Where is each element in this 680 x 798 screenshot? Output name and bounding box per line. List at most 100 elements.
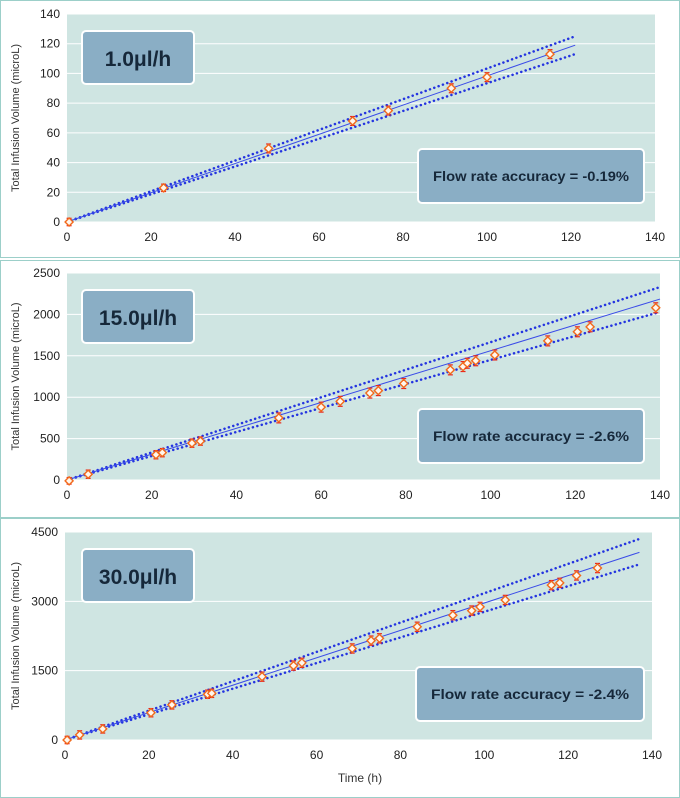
rate-label-background [81, 30, 195, 85]
data-point [145, 707, 156, 718]
y-tick-label: 1500 [33, 349, 60, 363]
x-tick-label: 20 [142, 748, 156, 762]
data-marker [489, 349, 500, 360]
lower-bound-line [65, 310, 662, 482]
data-point [650, 302, 661, 314]
data-point [446, 83, 457, 94]
data-marker [542, 335, 553, 346]
rate-label: 30.0μl/h [99, 566, 177, 589]
data-point [64, 475, 75, 486]
data-marker [64, 217, 75, 227]
data-marker [158, 182, 169, 193]
data-marker [470, 355, 481, 366]
data-point [335, 395, 346, 407]
y-axis-title: Total Infusion Volume (microL) [10, 44, 22, 192]
y-tick-label: 20 [47, 185, 61, 199]
data-point [482, 72, 492, 83]
data-point [489, 349, 500, 361]
data-point [97, 723, 108, 734]
y-axis-title: Total Infusion Volume (microL) [10, 303, 22, 451]
x-tick-label: 120 [565, 488, 585, 502]
x-tick-label: 40 [226, 748, 240, 762]
y-tick-label: 4500 [31, 525, 58, 539]
rate-label-box: 15.0μl/h [81, 289, 195, 344]
y-tick-label: 40 [47, 156, 61, 170]
y-tick-label: 140 [40, 7, 60, 21]
data-marker [545, 49, 555, 60]
data-marker [316, 402, 327, 413]
y-tick-label: 500 [40, 432, 60, 446]
accuracy-label: Flow rate accuracy = -2.4% [431, 686, 630, 702]
data-point [206, 688, 217, 699]
data-point [475, 601, 486, 613]
data-point [347, 643, 358, 654]
data-point [366, 635, 377, 646]
data-marker [466, 605, 477, 616]
data-marker [482, 72, 492, 83]
data-point [364, 387, 375, 399]
rate-label-box: 1.0μl/h [81, 30, 195, 85]
x-tick-label: 40 [230, 488, 244, 502]
data-point [412, 621, 423, 632]
data-point [571, 570, 582, 581]
data-marker [592, 563, 603, 574]
data-marker [546, 580, 557, 591]
data-marker [206, 688, 217, 699]
y-tick-label: 0 [53, 473, 60, 487]
x-tick-label: 20 [145, 488, 159, 502]
data-marker [273, 412, 284, 423]
x-tick-label: 120 [558, 748, 578, 762]
chart-panel-3: 0 1500 3000 4500 0 20 40 60 80 100 120 140 Total Inf… [0, 518, 680, 798]
data-point [186, 438, 197, 449]
accuracy-background [415, 666, 645, 722]
accuracy-label: Flow rate accuracy = -2.6% [433, 428, 630, 444]
y-tick-label: 120 [40, 37, 60, 51]
data-point [374, 633, 385, 644]
data-point [157, 447, 168, 458]
data-point [542, 335, 553, 347]
data-marker [383, 105, 394, 116]
x-tick-label: 0 [62, 748, 69, 762]
data-point [447, 609, 458, 621]
x-tick-label: 100 [474, 748, 494, 762]
data-point [296, 657, 307, 669]
data-point [195, 436, 206, 447]
data-marker [445, 364, 456, 375]
data-marker [83, 469, 94, 480]
data-point [288, 660, 299, 671]
upper-bound-line [65, 35, 577, 224]
data-point [585, 321, 596, 333]
data-marker [374, 633, 385, 644]
y-tick-label: 0 [51, 733, 58, 747]
x-tick-label: 80 [399, 488, 413, 502]
data-marker [186, 438, 197, 449]
accuracy-background [417, 148, 645, 204]
data-point [62, 735, 73, 745]
y-tick-label: 1500 [31, 664, 58, 678]
data-marker [145, 707, 156, 718]
rate-label: 15.0μl/h [99, 307, 177, 330]
data-point [166, 699, 177, 710]
x-tick-label: 0 [64, 230, 71, 244]
x-tick-label: 100 [477, 230, 497, 244]
data-marker [364, 388, 375, 399]
data-marker [398, 378, 409, 389]
data-marker [475, 601, 486, 612]
fit-line [66, 44, 576, 223]
x-tick-label: 140 [645, 230, 665, 244]
fit-line [66, 298, 661, 481]
x-tick-label: 60 [312, 230, 326, 244]
data-point [445, 364, 456, 376]
data-point [545, 49, 555, 60]
data-marker [412, 621, 423, 632]
y-tick-label: 1000 [33, 390, 60, 404]
data-marker [500, 594, 511, 605]
data-point [383, 105, 394, 116]
data-marker [74, 729, 85, 740]
y-axis-title: Total Infusion Volume (microL) [10, 562, 22, 710]
rate-label-box: 30.0μl/h [81, 548, 195, 603]
data-point [316, 401, 327, 413]
data-marker [263, 143, 274, 154]
data-point [470, 355, 481, 367]
x-tick-label: 40 [228, 230, 242, 244]
